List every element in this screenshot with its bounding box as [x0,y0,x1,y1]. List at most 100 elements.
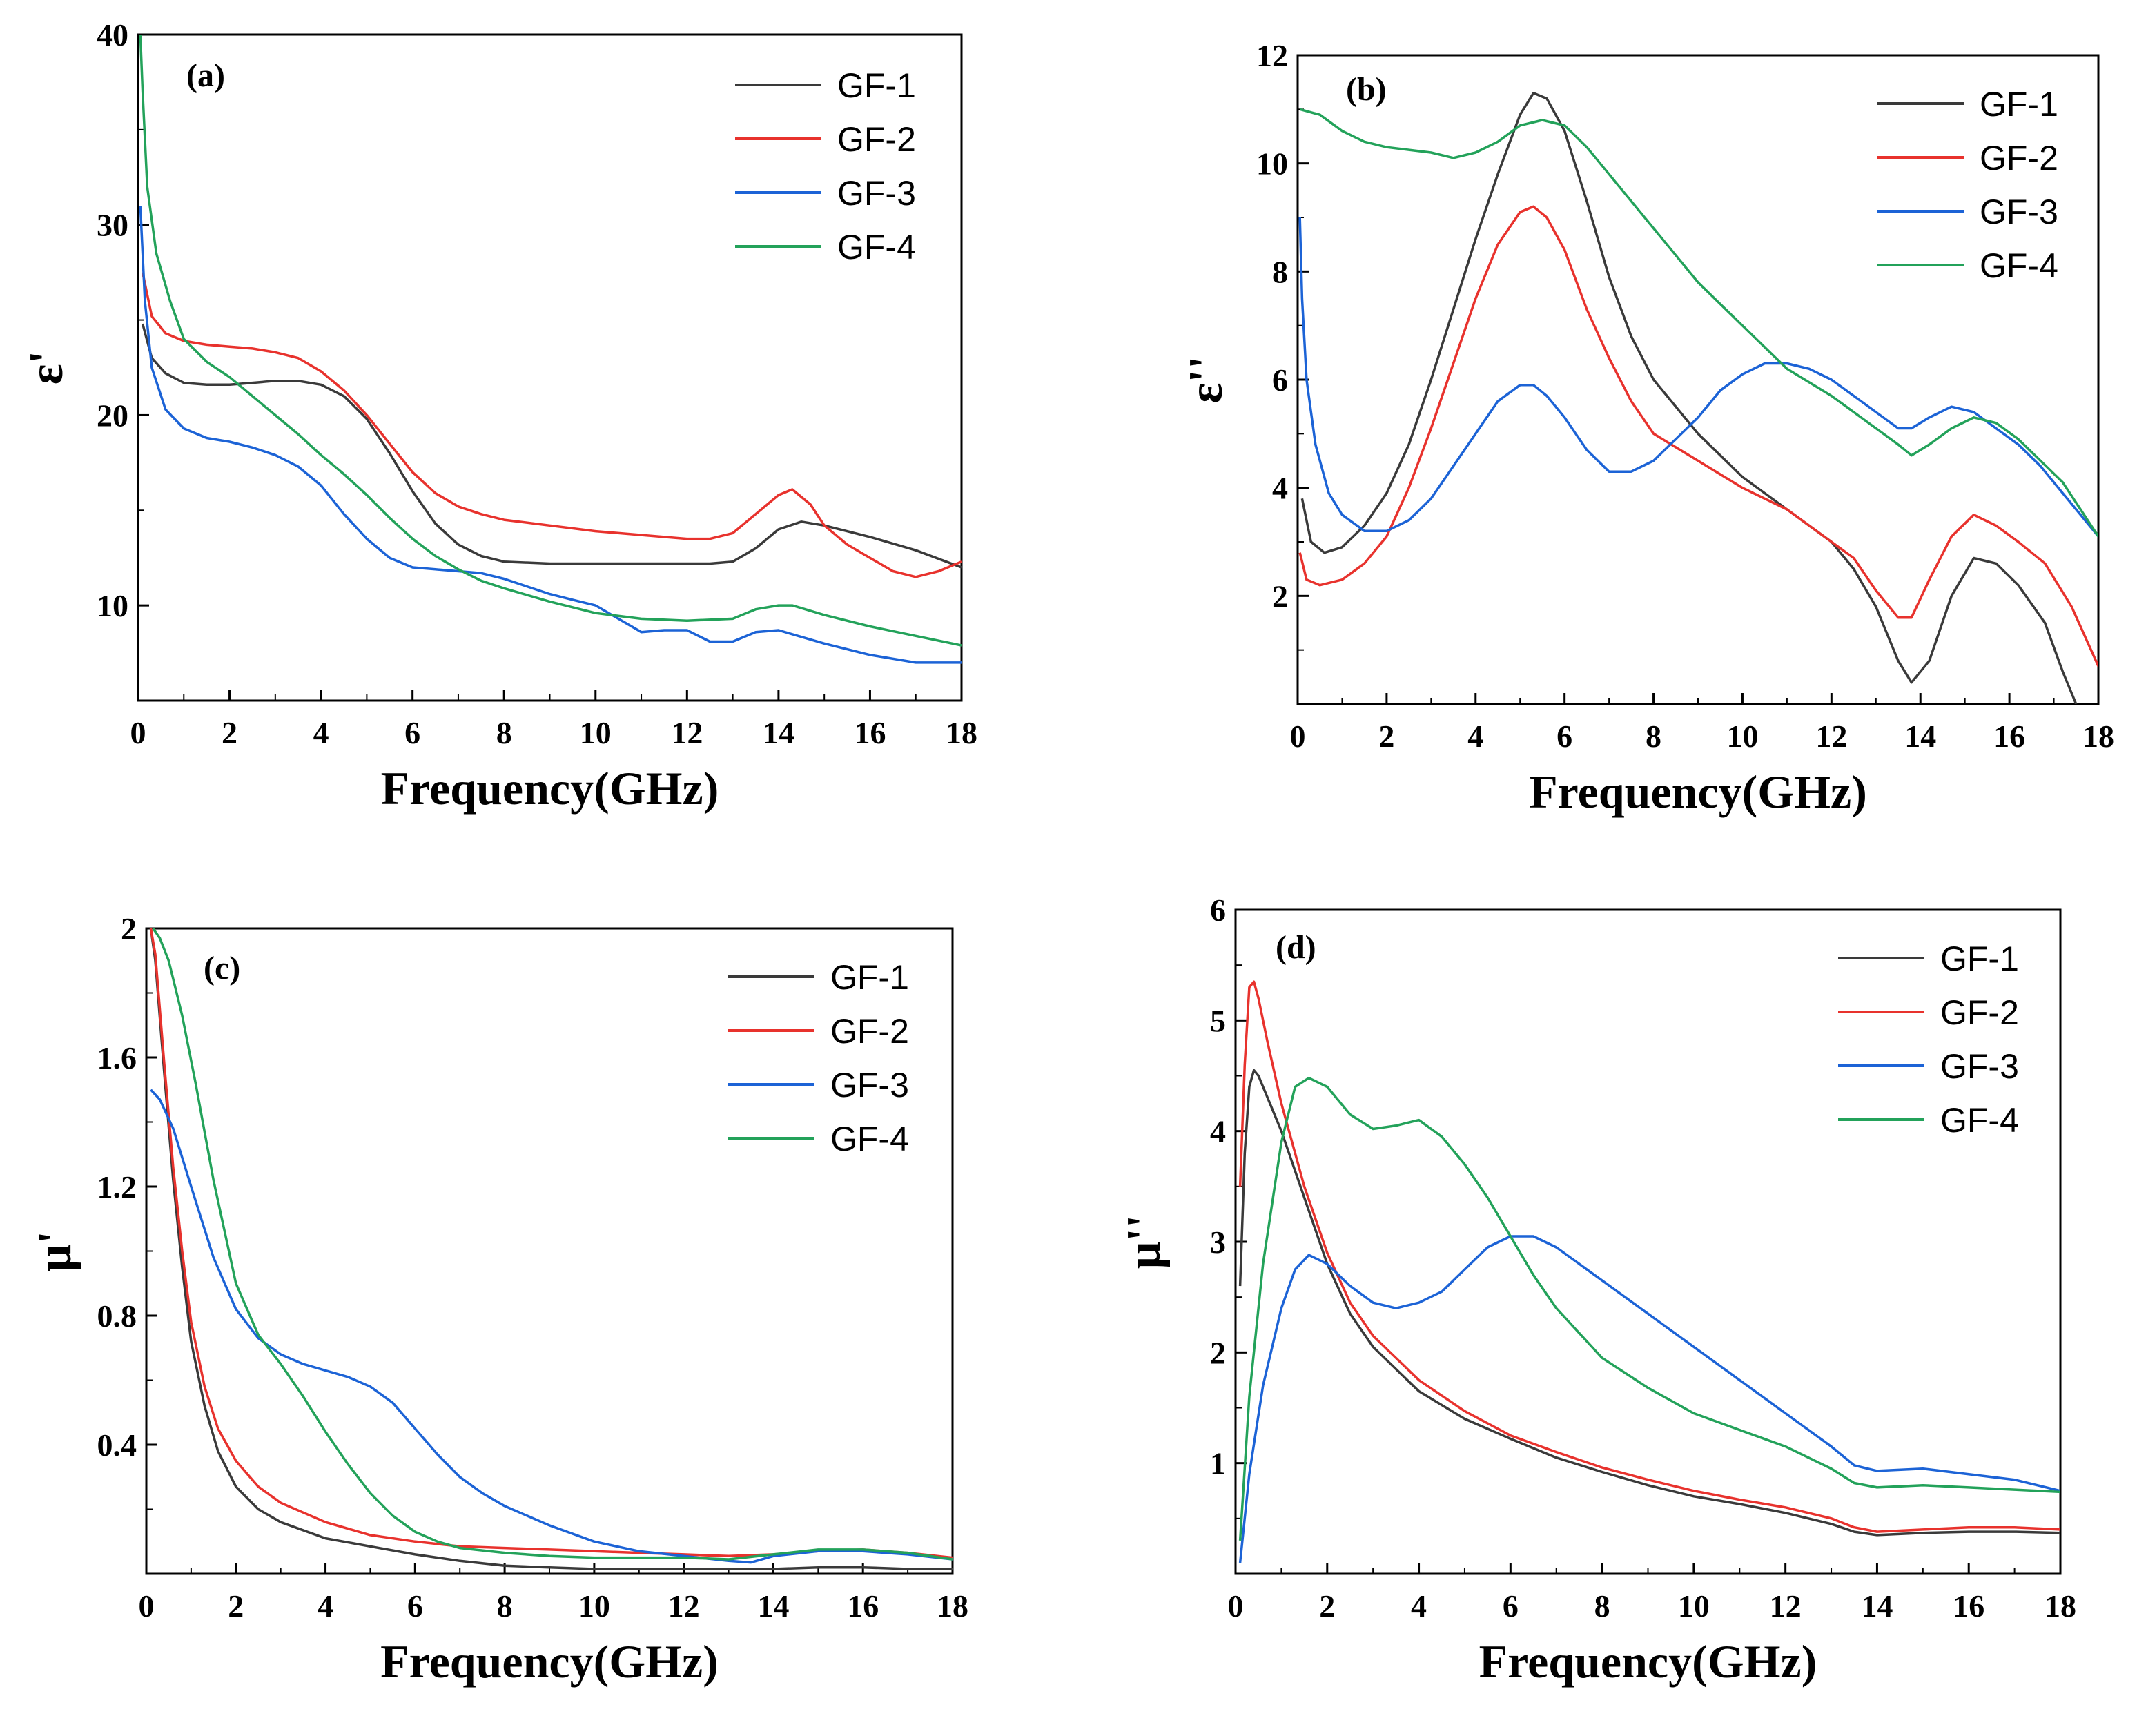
x-tick-label: 2 [1319,1588,1335,1623]
series-line-gf-4 [1238,1076,2060,1541]
y-tick-label: 8 [1272,254,1288,289]
x-tick-label: 12 [1815,719,1847,754]
x-tick-label: 4 [318,1588,333,1623]
series-line-gf-2 [1238,980,2060,1533]
x-tick-label: 14 [757,1588,789,1623]
chart-panel-2: 0 2 4 6 8 10 12 14 16 18 0.4 0.8 1.2 1.6 2 Frequency(GH… [28,911,968,1688]
x-tick-label: 8 [497,1588,513,1623]
y-tick-label: 1 [1210,1446,1226,1481]
series-line-gf-3 [1298,217,2098,538]
chart-panel-1: 0 2 4 6 8 10 12 14 16 18 2 4 6 8 10 12 Frequency(GHz) ε''… [1180,38,2114,818]
panel-label: (a) [186,57,225,94]
x-tick-label: 10 [1726,719,1758,754]
x-axis-title: Frequency(GHz) [380,1635,719,1688]
x-tick-label: 14 [763,715,794,750]
x-tick-label: 10 [578,1588,610,1623]
x-tick-label: 4 [313,715,329,750]
x-tick-label: 12 [668,1588,700,1623]
y-tick-label: 20 [97,398,128,433]
x-tick-label: 6 [1503,1588,1519,1623]
y-tick-label: 40 [97,17,128,52]
plot-frame [1234,908,2062,1575]
legend-label-gf-1: GF-1 [1940,939,2019,978]
x-tick-label: 10 [580,715,612,750]
x-tick-label: 14 [1904,719,1936,754]
x-axis-title: Frequency(GHz) [1529,765,1867,818]
x-tick-label: 0 [1290,719,1306,754]
legend-label-gf-4: GF-4 [837,228,916,266]
x-tick-label: 6 [1557,719,1572,754]
series-line-gf-1 [1238,1069,2060,1537]
y-tick-label: 4 [1272,471,1288,506]
legend-label-gf-4: GF-4 [1980,246,2058,285]
y-tick-label: 4 [1210,1114,1226,1149]
legend-label-gf-2: GF-2 [830,1012,909,1051]
x-tick-label: 0 [139,1588,155,1623]
y-tick-label: 1.2 [97,1169,137,1205]
x-tick-label: 8 [496,715,512,750]
y-tick-label: 1.6 [97,1040,137,1075]
panel-label: (d) [1276,929,1316,966]
y-tick-label: 12 [1256,38,1288,73]
x-tick-label: 18 [2082,719,2114,754]
plot-frame [1296,54,2100,705]
panel-label: (c) [204,950,240,986]
x-tick-label: 18 [937,1588,968,1623]
legend-label-gf-4: GF-4 [830,1120,909,1158]
y-tick-label: 30 [97,208,128,243]
legend-label-gf-1: GF-1 [1980,85,2058,124]
chart-panel-3: 0 2 4 6 8 10 12 14 16 18123456Frequency(GHz)μ''(d… [1118,893,2076,1688]
y-tick-label: 10 [1256,146,1288,182]
x-tick-label: 2 [1378,719,1394,754]
x-axis-title: Frequency(GHz) [381,762,719,815]
x-tick-label: 18 [2045,1588,2076,1623]
panel-label: (b) [1346,71,1387,108]
legend-label-gf-3: GF-3 [837,174,916,213]
x-tick-label: 10 [1678,1588,1710,1623]
y-tick-label: 5 [1210,1003,1226,1038]
legend-label-gf-2: GF-2 [837,120,916,159]
x-tick-label: 4 [1467,719,1483,754]
y-tick-label: 0.8 [97,1298,137,1334]
series-line-gf-1 [141,323,962,569]
x-tick-label: 2 [228,1588,244,1623]
y-axis-title: μ'' [1118,1215,1171,1269]
x-tick-label: 12 [671,715,703,750]
y-tick-label: 6 [1210,893,1226,928]
x-axis-title: Frequency(GHz) [1479,1635,1817,1688]
x-tick-label: 16 [1993,719,2025,754]
x-tick-label: 16 [854,715,886,750]
series-line-gf-3 [1238,1235,2060,1563]
y-axis-title: ε'' [1180,356,1233,404]
series-line-gf-4 [139,35,962,647]
legend-label-gf-3: GF-3 [1980,193,2058,231]
series-line-gf-2 [141,272,962,578]
x-tick-label: 18 [946,715,977,750]
x-tick-label: 6 [404,715,420,750]
x-tick-label: 0 [1228,1588,1244,1623]
y-tick-label: 2 [1210,1335,1226,1370]
series-line-gf-2 [1298,205,2098,667]
y-tick-label: 2 [121,911,137,946]
legend-label-gf-4: GF-4 [1940,1101,2019,1140]
x-tick-label: 4 [1411,1588,1427,1623]
series-line-gf-3 [139,206,962,664]
x-tick-label: 16 [847,1588,879,1623]
y-tick-label: 6 [1272,362,1288,398]
x-tick-label: 12 [1770,1588,1802,1623]
legend-label-gf-2: GF-2 [1940,993,2019,1032]
x-tick-label: 16 [1953,1588,1984,1623]
series-line-gf-4 [152,928,953,1561]
x-tick-label: 6 [407,1588,423,1623]
legend-label-gf-1: GF-1 [837,66,916,105]
legend-label-gf-3: GF-3 [830,1066,909,1104]
series-line-gf-4 [1299,108,2098,538]
x-tick-label: 14 [1861,1588,1893,1623]
legend-label-gf-2: GF-2 [1980,139,2058,177]
series-line-gf-3 [150,1089,953,1564]
legend-label-gf-3: GF-3 [1940,1047,2019,1086]
y-tick-label: 3 [1210,1225,1226,1260]
chart-panel-0: 0 2 4 6 8 10 12 14 16 18 10 20 30 40 Frequency(GHz) ε' (… [20,17,977,815]
x-tick-label: 0 [130,715,146,750]
